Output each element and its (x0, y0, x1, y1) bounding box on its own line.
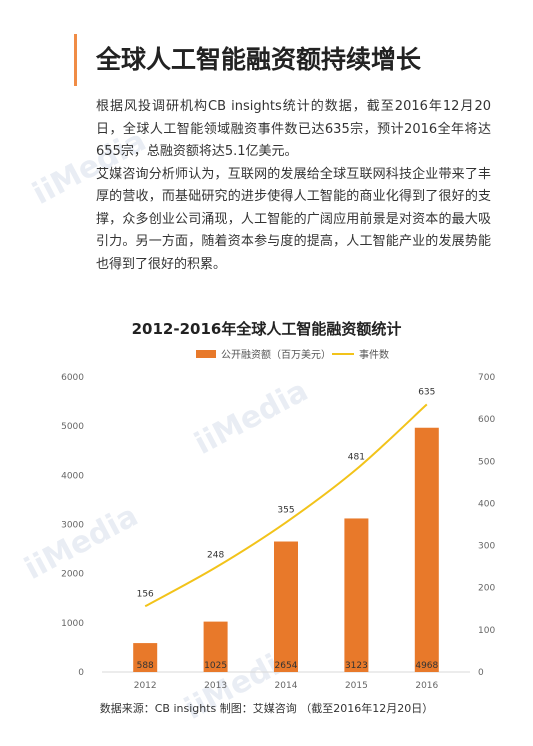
chart-source-note: 数据来源：CB insights 制图：艾媒咨询 （截至2016年12月20日） (99, 702, 434, 715)
chart-title: 2012-2016年全球人工智能融资额统计 (131, 320, 402, 338)
left-axis-tick-label: 0 (78, 668, 84, 678)
left-axis-tick-label: 5000 (61, 422, 84, 432)
x-axis-category-label: 2015 (345, 681, 368, 691)
funding-bar-value-label: 4968 (415, 661, 438, 671)
deal-count-line (144, 403, 428, 608)
legend-swatch-line (332, 352, 354, 355)
deal-count-value-label: 156 (137, 589, 154, 599)
funding-bar-value-label: 2654 (275, 661, 298, 671)
left-axis-tick-label: 2000 (61, 570, 84, 580)
x-axis-category-label: 2013 (204, 681, 227, 691)
deal-count-value-label: 635 (418, 387, 435, 397)
legend-label: 公开融资额（百万美元） (221, 350, 331, 361)
funding-bar-value-label: 3123 (345, 661, 368, 671)
deal-count-value-label: 248 (207, 550, 224, 560)
left-axis-tick-label: 1000 (61, 619, 84, 629)
left-axis-tick-label: 6000 (61, 373, 84, 383)
article-paragraph: 艾媒咨询分析师认为，互联网的发展给全球互联网科技企业带来了丰厚的营收，而基础研究… (96, 166, 491, 272)
x-axis-category-label: 2012 (134, 681, 157, 691)
article-paragraph: 根据风投调研机构CB insights统计的数据，截至2016年12月20日，全… (96, 99, 491, 159)
right-axis-tick-label: 200 (478, 584, 495, 594)
chart-legend: 公开融资额（百万美元） 事件数 (0, 346, 533, 362)
deal-count-value-label: 355 (277, 505, 294, 515)
funding-bar (133, 643, 158, 672)
article-body: 根据风投调研机构CB insights统计的数据，截至2016年12月20日，全… (96, 96, 491, 276)
funding-bar (203, 621, 228, 672)
page-title: 全球人工智能融资额持续增长 (96, 45, 422, 74)
funding-bar-value-label: 1025 (204, 661, 227, 671)
right-axis-tick-label: 300 (478, 542, 495, 552)
legend-item-bar: 公开融资额（百万美元） (196, 346, 331, 361)
funding-bar (274, 541, 298, 672)
right-axis-tick-label: 500 (478, 457, 495, 467)
right-axis-tick-label: 400 (478, 499, 495, 509)
right-axis-tick-label: 100 (478, 626, 495, 636)
funding-bar (414, 427, 439, 672)
deal-count-value-label: 481 (348, 452, 365, 462)
right-axis-tick-label: 0 (478, 668, 484, 678)
legend-label: 事件数 (359, 350, 389, 361)
right-axis-tick-label: 700 (478, 373, 495, 383)
legend-item-line: 事件数 (332, 346, 389, 361)
funding-bar (344, 518, 369, 672)
funding-bar-value-label: 588 (137, 661, 154, 671)
right-axis-tick-label: 600 (478, 415, 495, 425)
x-axis-category-label: 2016 (415, 681, 438, 691)
title-accent-bar (74, 34, 77, 86)
x-axis-category-label: 2014 (275, 681, 298, 691)
left-axis-tick-label: 4000 (61, 471, 84, 481)
legend-swatch-bar (196, 349, 216, 358)
funding-chart: 0 1000 2000 3000 4000 5000 6000 0 100 200 300 400 50… (61, 373, 495, 691)
left-axis-tick-label: 3000 (61, 521, 84, 531)
